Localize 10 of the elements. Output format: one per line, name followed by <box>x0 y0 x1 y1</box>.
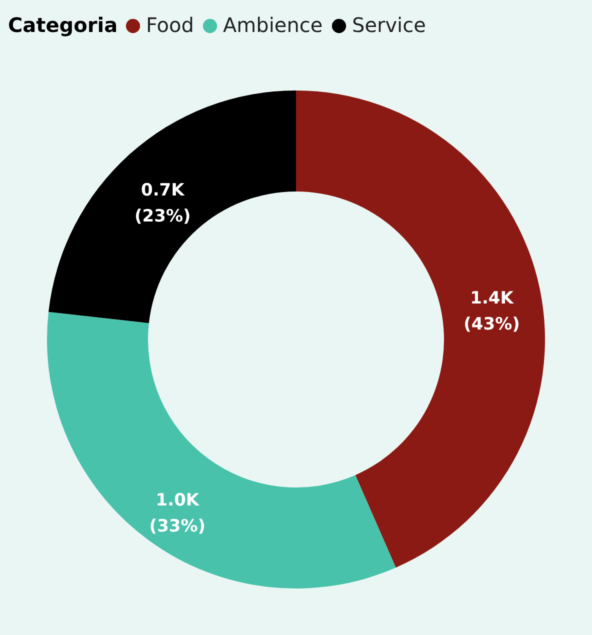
legend-label: Service <box>352 13 426 37</box>
donut-slice <box>48 90 296 324</box>
legend-label: Food <box>146 13 194 37</box>
data-label: 1.0K (33%) <box>149 490 206 537</box>
data-label: 0.7K (23%) <box>134 180 191 226</box>
donut-slice <box>296 90 545 568</box>
legend-label: Ambience <box>223 13 323 37</box>
data-label: 1.4K (43%) <box>464 288 520 335</box>
donut-slice <box>47 312 396 588</box>
legend-title: Categoria <box>8 13 118 37</box>
